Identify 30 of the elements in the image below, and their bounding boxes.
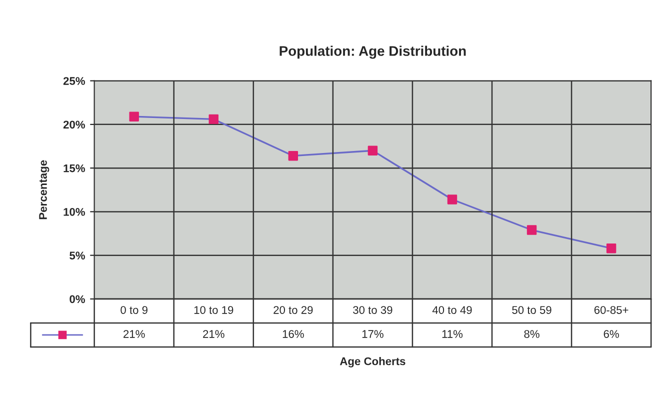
point [526,225,537,235]
data-label: 16% [282,330,304,338]
y-tick-label: 0% [70,295,85,304]
x-tick-label: 0 to 9 [120,306,148,314]
x-axis-title: Age Coherts [340,357,406,368]
point [288,150,298,161]
point [368,146,378,156]
y-axis-title: Percentage [39,160,50,220]
y-tick-label: 15% [64,164,85,172]
data-label: 21% [124,330,145,338]
data-label: 8% [524,330,540,338]
x-tick-label: 10 to 19 [194,306,234,314]
y-tick-label: 5% [70,252,85,260]
data-label: 17% [362,330,384,338]
x-tick-label: 50 to 59 [512,306,552,314]
y-tick-label: 25% [63,77,85,85]
data-label: 6% [604,330,619,338]
point [447,194,458,204]
data-label: 11% [442,330,463,338]
point [129,112,139,122]
x-tick-label: 30 to 39 [353,306,392,314]
x-tick-label: 40 to 49 [432,306,472,314]
chart-title: Population: Age Distribution [280,46,466,59]
point [606,243,616,254]
y-tick-label: 20% [63,120,85,129]
data-label: 21% [203,330,224,338]
point [208,114,218,124]
x-tick-label: 60-85+ [594,306,628,314]
x-tick-label: 20 to 29 [274,306,313,314]
y-tick-label: 10% [64,208,85,216]
